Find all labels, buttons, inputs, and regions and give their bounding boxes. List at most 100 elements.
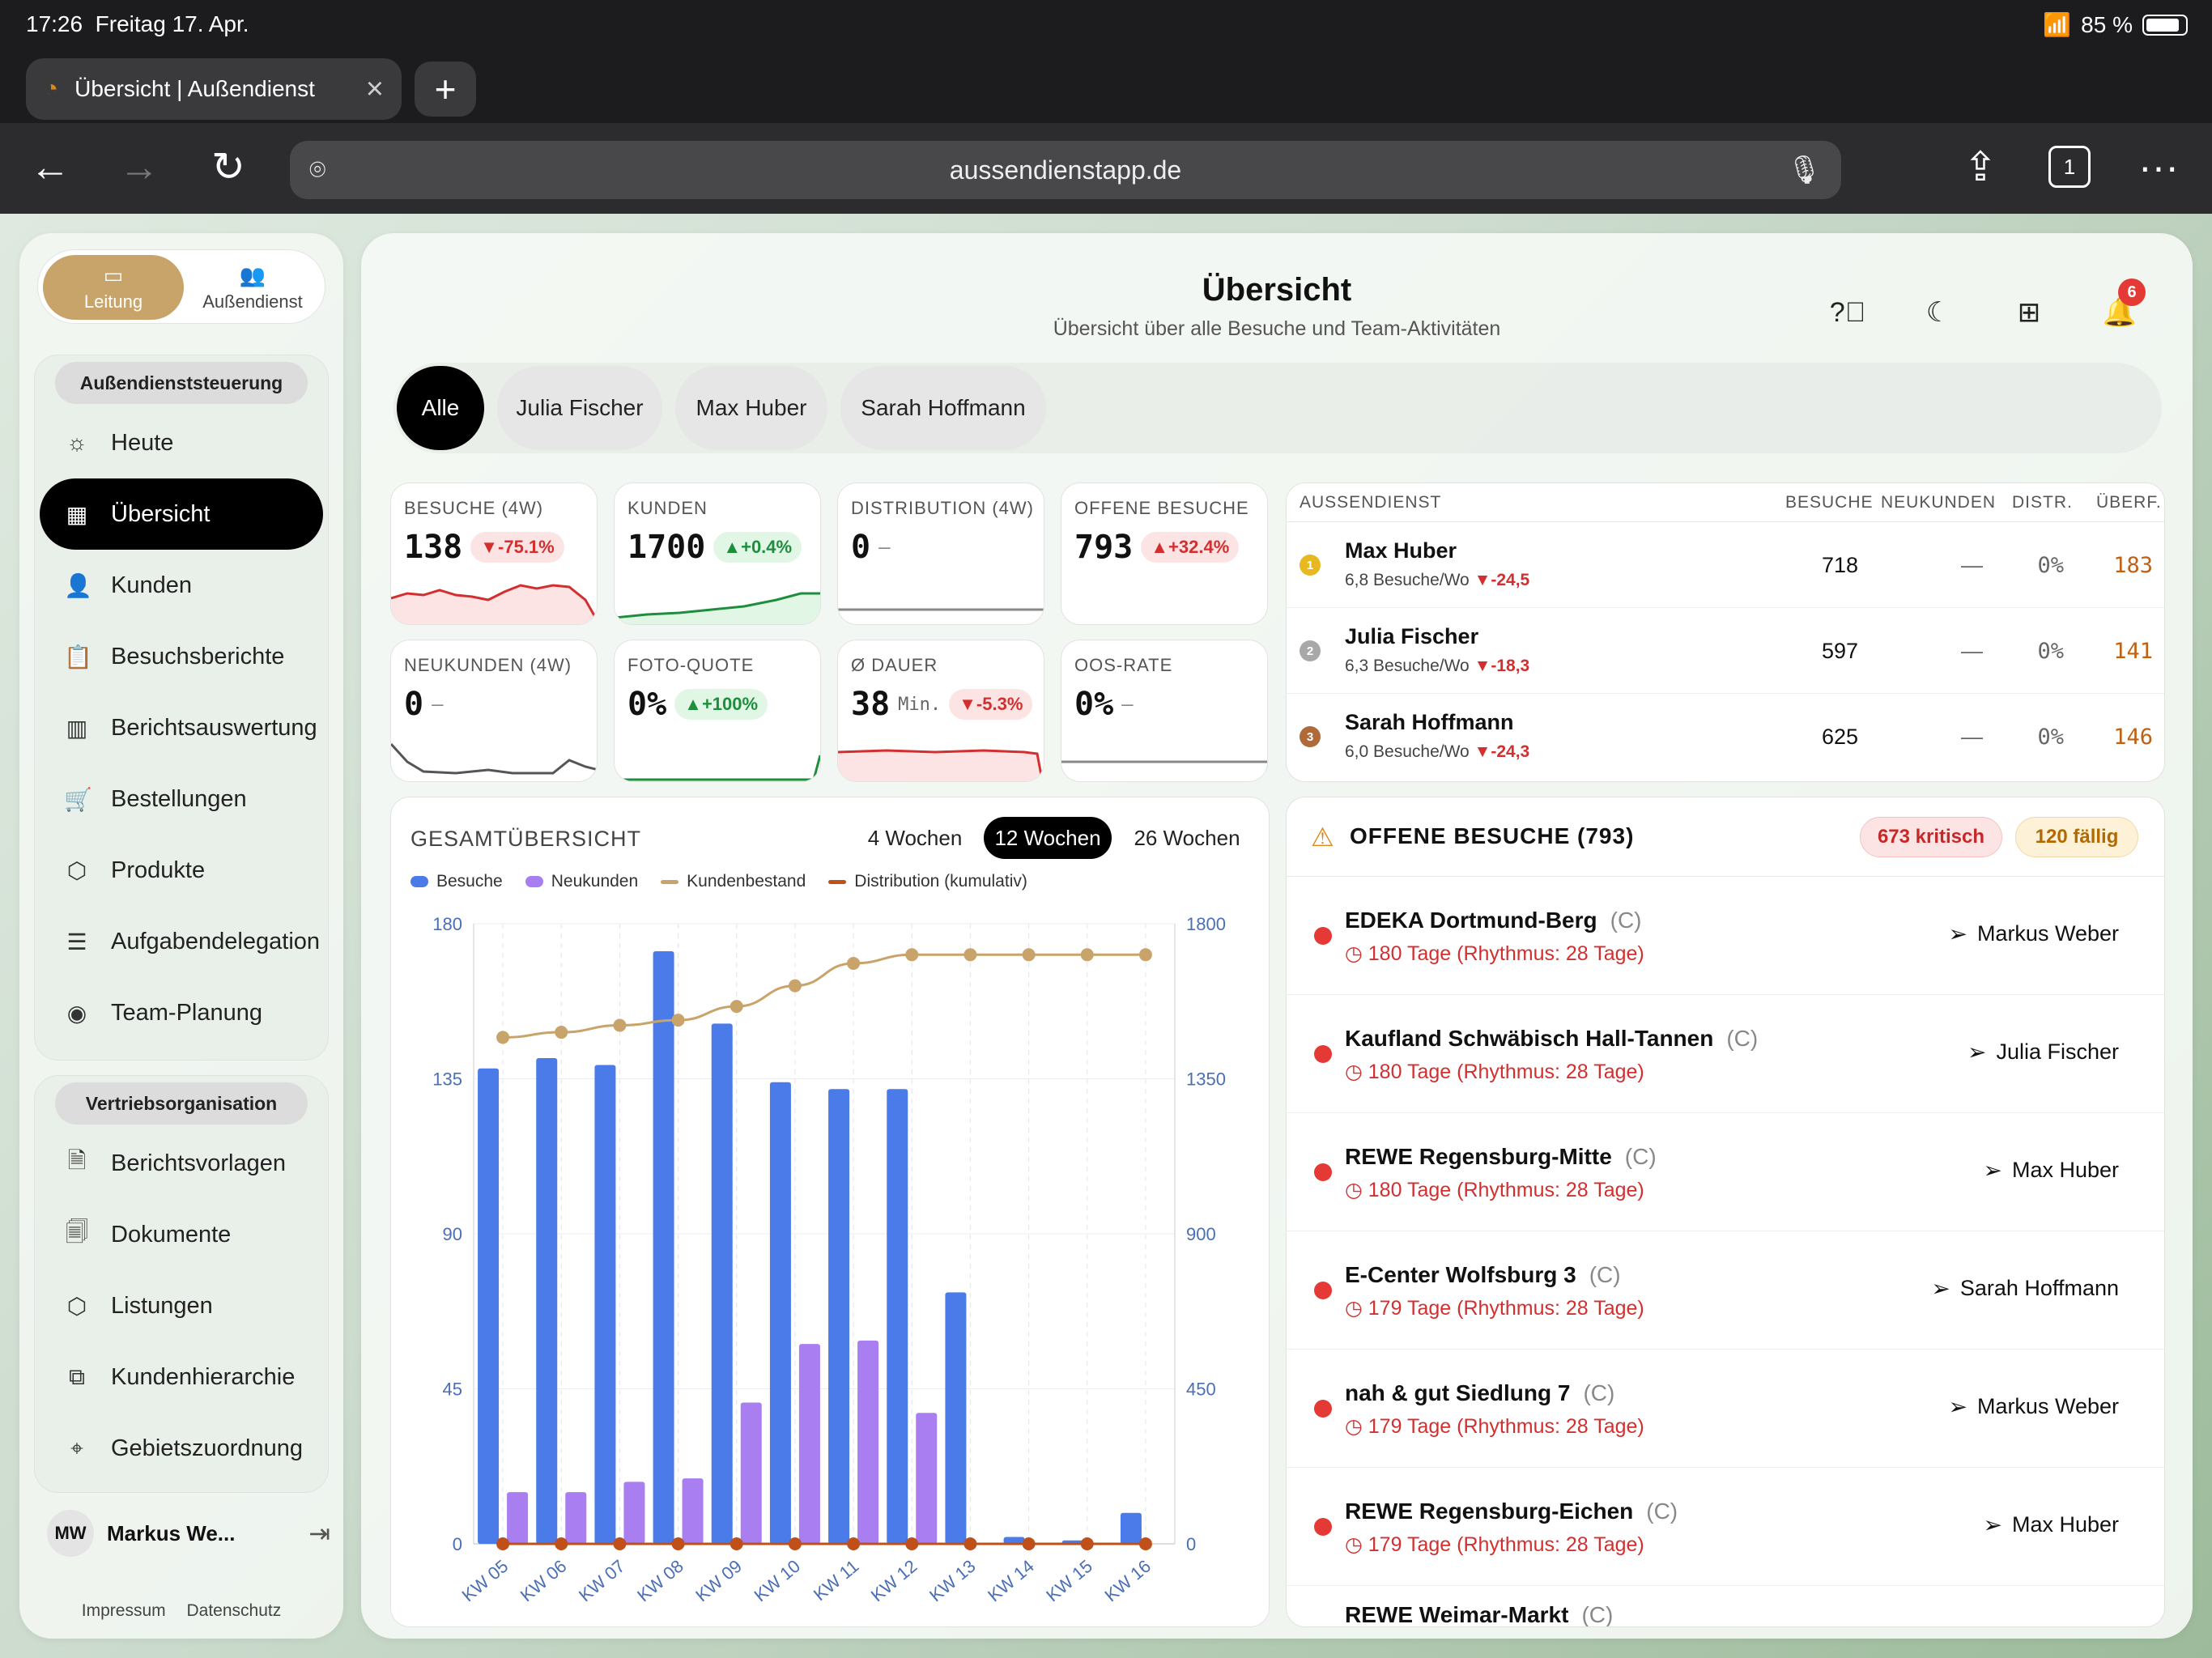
sidebar-item-aufgabendelegation[interactable]: ☰ Aufgabendelegation — [40, 906, 323, 977]
sidebar-item-kunden[interactable]: 👤 Kunden — [64, 572, 192, 598]
sidebar-item-berichtsvorlagen[interactable]: 🗎 Berichtsvorlagen — [40, 1128, 323, 1199]
microphone-icon[interactable]: 🎙 — [1786, 155, 1822, 185]
list-item[interactable]: E-Center Wolfsburg 3 (C) ◷ 179 Tage (Rhyt… — [1287, 1231, 2164, 1350]
role-aussendienst-button[interactable]: 👥 Außendienst — [202, 262, 303, 312]
help-icon[interactable]: ?⃝ — [1829, 296, 1866, 328]
package-icon: ⬡ — [66, 857, 87, 883]
logout-icon[interactable]: ⇥ — [308, 1519, 330, 1548]
address-bar[interactable]: ⌾ aussendienstapp.de 🎙 — [290, 141, 1841, 199]
kpi-foto-quote[interactable]: FOTO-QUOTE 0% ▲+100% — [614, 640, 821, 782]
table-row[interactable]: 2 Julia Fischer 6,3 Besuche/Wo ▼-18,3 59… — [1287, 608, 2164, 694]
list-item[interactable]: Kaufland Schwäbisch Hall-Tannen (C) ◷ 180… — [1287, 995, 2164, 1113]
page-subtitle: Übersicht über alle Besuche und Team-Akt… — [1053, 317, 1501, 340]
notification-badge: 6 — [2118, 278, 2146, 306]
kpi-besuche[interactable]: BESUCHE (4W) 138 ▼-75.1% — [390, 483, 598, 625]
series-point — [905, 1537, 919, 1550]
sidebar-item-besuchsberichte[interactable]: 📋 Besuchsberichte — [64, 643, 285, 670]
sidebar-item-listungen[interactable]: ⬡ Listungen — [40, 1270, 323, 1341]
filter-max-huber[interactable]: Max Huber — [675, 366, 827, 450]
series-point — [613, 1537, 627, 1550]
y-right-tick-label: 1800 — [1186, 914, 1226, 934]
feedback-icon[interactable]: ⊞ — [2017, 297, 2041, 328]
privacy-link[interactable]: Datenschutz — [186, 1601, 282, 1620]
sidebar-item-gebietszuordnung[interactable]: ⌖ Gebietszuordnung — [40, 1413, 323, 1484]
filter-alle[interactable]: Alle — [397, 366, 484, 450]
table-row[interactable]: 3 Sarah Hoffmann 6,0 Besuche/Wo ▼-24,3 6… — [1287, 694, 2164, 780]
dark-mode-icon[interactable]: ☾ — [1925, 297, 1951, 328]
user-name: Markus We... — [107, 1520, 236, 1545]
new-tab-button[interactable]: + — [415, 62, 476, 117]
role-switch: ▭ Leitung 👥 Außendienst — [37, 249, 325, 324]
kpi-delta: ▲+32.4% — [1141, 532, 1240, 563]
wifi-icon: 📶 — [2043, 12, 2072, 37]
kpi-offene-besuche[interactable]: OFFENE BESUCHE 793 ▲+32.4% — [1061, 483, 1268, 625]
assignee-button[interactable]: ➢ Max Huber — [1983, 1512, 2119, 1537]
status-bar: 17:26 Freitag 17. Apr. 📶 85 % — [0, 0, 2212, 52]
list-item[interactable]: REWE Regensburg-Eichen (C) ◷ 179 Tage (Rh… — [1287, 1468, 2164, 1586]
list-item[interactable]: EDEKA Dortmund-Berg (C) ◷ 180 Tage (Rhyth… — [1287, 877, 2164, 995]
kpi-oos-rate[interactable]: OOS-RATE 0% — — [1061, 640, 1268, 782]
critical-badge[interactable]: 673 kritisch — [1860, 817, 2002, 857]
filter-sarah-hoffmann[interactable]: Sarah Hoffmann — [840, 366, 1046, 450]
assignee-button[interactable]: ➢ Markus Weber — [1948, 921, 2119, 946]
send-icon: ➢ — [1967, 1039, 1987, 1065]
x-tick-label: KW 16 — [1100, 1556, 1155, 1606]
kpi-neukunden[interactable]: NEUKUNDEN (4W) 0— — [390, 640, 598, 782]
users-icon: 👥 — [239, 262, 266, 287]
sidebar-item-dokumente[interactable]: 🗐 Dokumente — [40, 1199, 323, 1270]
gold-medal-icon: 1 — [1300, 555, 1321, 576]
list-item[interactable]: nah & gut Siedlung 7 (C) ◷ 179 Tage (Rhyt… — [1287, 1350, 2164, 1468]
assignee-button[interactable]: ➢ Max Huber — [1983, 1158, 2119, 1183]
sidebar-item-berichtsauswertung[interactable]: ▥ Berichtsauswertung — [40, 692, 323, 763]
clock-icon: ◷ — [1345, 1415, 1363, 1438]
x-tick-label: KW 07 — [575, 1556, 629, 1606]
bar-besuche — [828, 1089, 850, 1544]
list-item[interactable]: REWE Regensburg-Mitte (C) ◷ 180 Tage (Rhy… — [1287, 1113, 2164, 1231]
clock-icon: ◷ — [1345, 1533, 1363, 1556]
role-leitung-button[interactable]: ▭ Leitung — [43, 255, 184, 320]
legend-item-new-customers[interactable]: Neukunden — [525, 872, 638, 891]
imprint-link[interactable]: Impressum — [81, 1601, 166, 1620]
range-12-weeks-button[interactable]: 12 Wochen — [984, 817, 1112, 859]
reload-icon[interactable]: ↻ — [211, 144, 245, 189]
more-icon[interactable]: ··· — [2138, 144, 2179, 189]
user-profile[interactable]: MW Markus We... ⇥ — [47, 1504, 330, 1562]
kpi-dauer[interactable]: Ø DAUER 38 Min. ▼-5.3% — [837, 640, 1044, 782]
forward-icon[interactable]: → — [119, 144, 160, 189]
due-badge[interactable]: 120 fällig — [2015, 817, 2138, 857]
kpi-kunden[interactable]: KUNDEN 1700 ▲+0.4% — [614, 483, 821, 625]
tab-count-button[interactable]: 1 — [2048, 146, 2091, 188]
sidebar-item-kundenhierarchie[interactable]: ⧉ Kundenhierarchie — [40, 1341, 323, 1413]
sidebar-item-uebersicht[interactable]: ▦ Übersicht — [40, 478, 323, 550]
browser-tab[interactable]: ◔ Übersicht | Außendienst × — [26, 58, 402, 120]
assignee-button[interactable]: ➢ Sarah Hoffmann — [1931, 1276, 2119, 1301]
share-icon[interactable]: ⇪ — [1963, 144, 1997, 189]
sidebar-item-produkte[interactable]: ⬡ Produkte — [40, 835, 323, 906]
page-title: Übersicht — [1202, 272, 1352, 308]
back-icon[interactable]: ← — [30, 144, 70, 189]
bell-icon[interactable]: 🔔 6 — [2095, 278, 2146, 337]
avatar: MW — [47, 1510, 94, 1557]
sidebar-item-bestellungen[interactable]: 🛒 Bestellungen — [64, 785, 247, 812]
range-4-weeks-button[interactable]: 4 Wochen — [867, 825, 963, 850]
assignee-button[interactable]: ➢ Markus Weber — [1948, 1394, 2119, 1419]
table-row[interactable]: 1 Max Huber 6,8 Besuche/Wo ▼-24,5 718 — … — [1287, 522, 2164, 608]
legend-item-visits[interactable]: Besuche — [410, 872, 503, 891]
bar-besuche — [1003, 1537, 1025, 1544]
legend-item-distribution[interactable]: Distribution (kumulativ) — [828, 872, 1027, 891]
list-item[interactable]: REWE Weimar-Markt (C) — [1345, 1602, 1614, 1627]
x-tick-label: KW 06 — [517, 1556, 571, 1606]
y-left-tick-label: 90 — [443, 1224, 462, 1244]
assignee-button[interactable]: ➢ Julia Fischer — [1967, 1039, 2119, 1065]
sidebar-item-team-planung[interactable]: ◉ Team-Planung — [40, 977, 323, 1048]
bar-besuche — [536, 1057, 558, 1544]
filter-julia-fischer[interactable]: Julia Fischer — [497, 366, 662, 450]
x-tick-label: KW 11 — [810, 1556, 862, 1605]
close-tab-icon[interactable]: × — [365, 71, 384, 106]
legend-item-customer-stock[interactable]: Kundenbestand — [661, 872, 806, 891]
x-tick-label: KW 05 — [458, 1556, 513, 1606]
camera-search-icon[interactable]: ⌾ — [309, 154, 326, 185]
sidebar-item-heute[interactable]: ☼ Heute — [40, 407, 323, 478]
range-26-weeks-button[interactable]: 26 Wochen — [1134, 825, 1240, 850]
kpi-distribution[interactable]: DISTRIBUTION (4W) 0— — [837, 483, 1044, 625]
